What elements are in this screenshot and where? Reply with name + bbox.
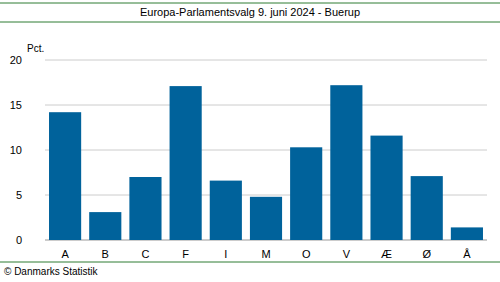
bar [370,136,402,240]
x-tick-label: O [302,248,311,260]
x-tick-label: Å [463,248,471,260]
y-tick-label: 0 [16,234,22,246]
grid-line [45,60,487,61]
x-tick-label: I [224,248,227,260]
bar [129,177,161,240]
bar [250,197,282,240]
x-tick-label: V [343,248,351,260]
x-tick-label: M [261,248,270,260]
y-tick-label: 10 [10,144,22,156]
bar [89,212,121,240]
x-tick-label: A [61,248,69,260]
title: Europa-Parlamentsvalg 9. juni 2024 - Bue… [140,6,360,18]
frame-line [0,262,500,263]
y-label: Pct. [27,43,44,54]
bar [170,86,202,240]
y-tick-label: 15 [10,99,22,111]
x-tick-label: C [141,248,149,260]
frame-line [0,3,500,4]
bar [210,181,242,240]
x-tick-label: F [182,248,189,260]
frame-line [0,22,500,23]
chart: Europa-Parlamentsvalg 9. juni 2024 - Bue… [0,0,500,282]
bar [451,227,483,240]
grid-line [45,105,487,106]
bars [49,85,483,240]
bar [411,176,443,240]
x-tick-label: B [102,248,109,260]
x-tick-label: Æ [381,248,392,260]
y-tick-label: 5 [16,189,22,201]
grid-line [45,150,487,151]
y-tick-label: 20 [10,54,22,66]
bar [290,147,322,240]
source: © Danmarks Statistik [4,266,99,277]
bar [330,85,362,240]
bar [49,112,81,240]
x-tick-label: Ø [422,248,431,260]
